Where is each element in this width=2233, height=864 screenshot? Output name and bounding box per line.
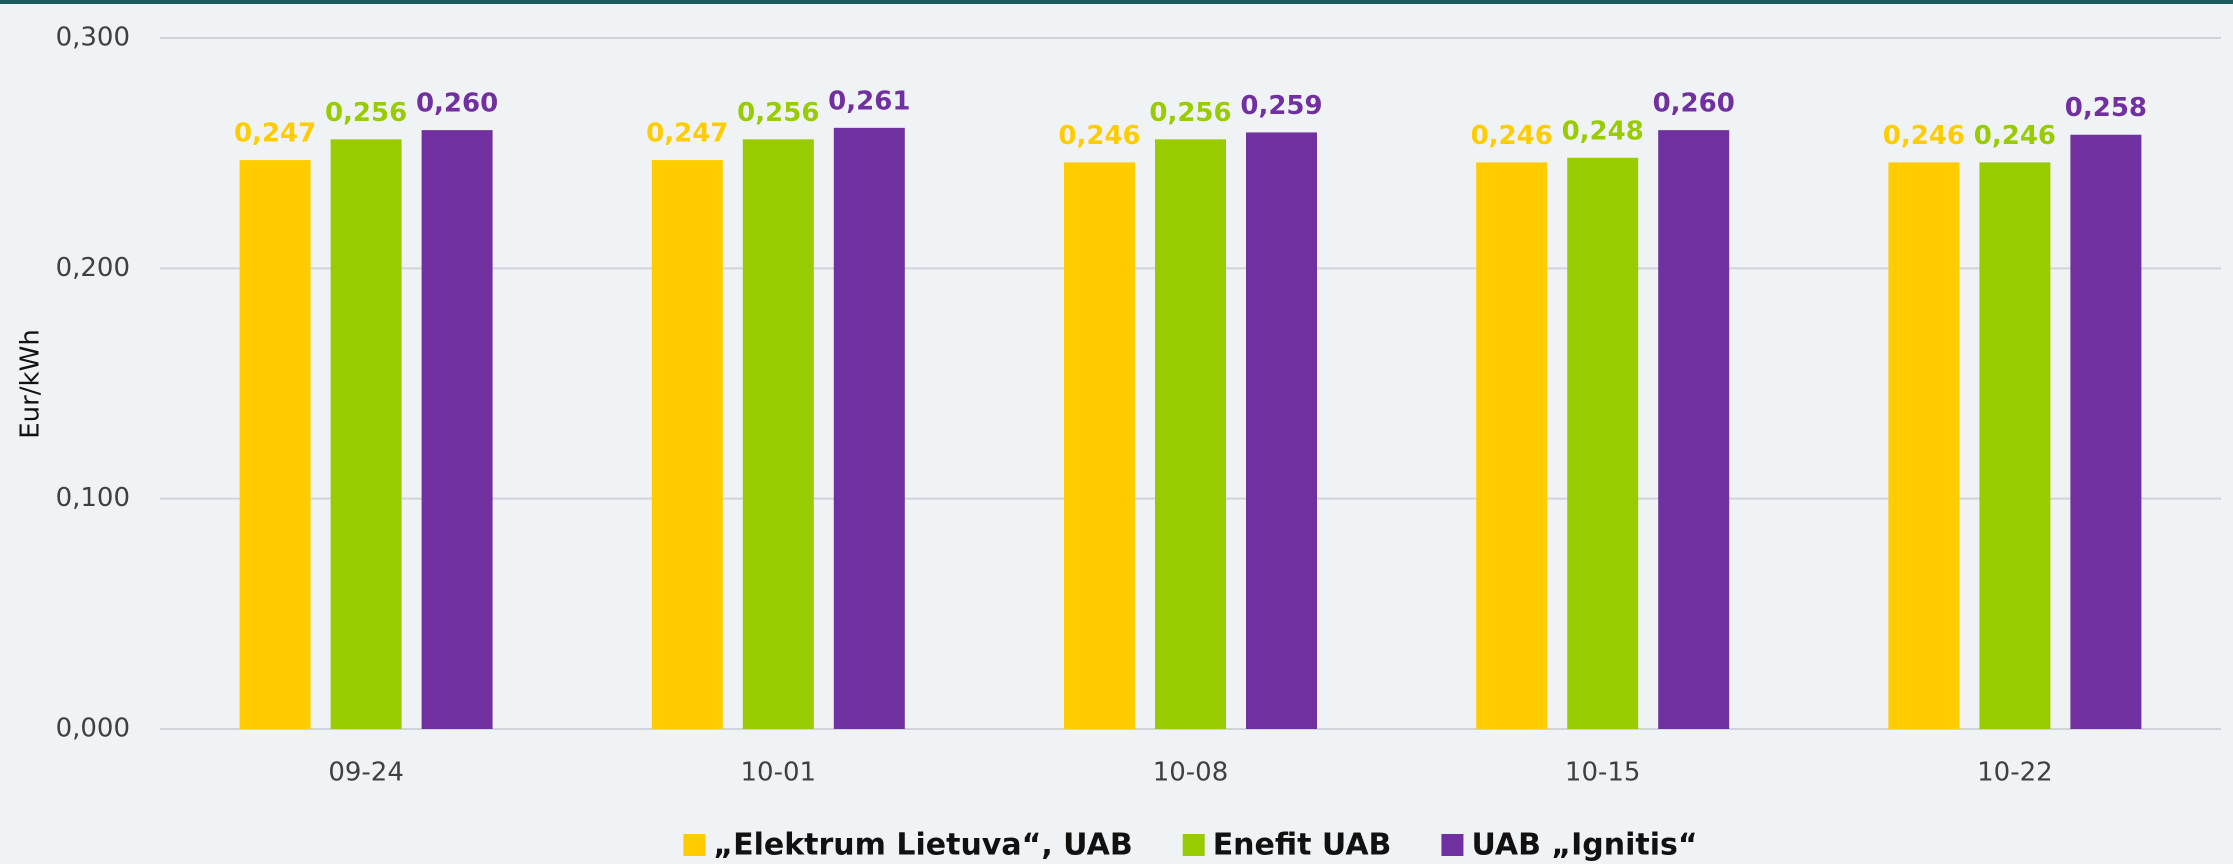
legend-swatch <box>1441 834 1464 856</box>
data-label: 0,259 <box>1240 91 1322 121</box>
legend-label: UAB „Ignitis“ <box>1471 828 1697 863</box>
data-label: 0,256 <box>737 98 819 128</box>
y-tick-label: 0,200 <box>56 253 130 283</box>
bar <box>1888 162 1960 729</box>
data-label: 0,247 <box>234 119 316 149</box>
x-tick-label: 09-24 <box>328 758 404 788</box>
legend-swatch <box>1182 834 1205 856</box>
data-label: 0,246 <box>1883 121 1965 151</box>
bar <box>2070 134 2142 730</box>
legend-label: „Elektrum Lietuva“, UAB <box>713 828 1132 863</box>
data-label: 0,246 <box>1471 121 1553 151</box>
bar <box>1658 130 1730 730</box>
bar <box>239 160 311 729</box>
data-label: 0,246 <box>1058 121 1140 151</box>
data-label: 0,247 <box>646 119 728 149</box>
legend-label: Enefit UAB <box>1213 828 1392 863</box>
x-tick-label: 10-01 <box>741 758 817 788</box>
top-border <box>0 0 2233 4</box>
data-label: 0,261 <box>828 86 910 116</box>
data-label: 0,260 <box>416 89 498 119</box>
data-label: 0,248 <box>1562 116 1644 146</box>
bar <box>1979 162 2051 729</box>
data-label: 0,246 <box>1974 121 2056 151</box>
data-label: 0,256 <box>1149 98 1231 128</box>
y-tick-label: 0,000 <box>56 714 130 744</box>
bar <box>1246 132 1317 730</box>
legend-swatch <box>683 834 706 856</box>
bar <box>742 139 814 729</box>
y-tick-label: 0,100 <box>56 483 130 513</box>
bar <box>833 127 905 729</box>
bar <box>1567 157 1639 730</box>
bar <box>1064 162 1135 729</box>
x-tick-label: 10-22 <box>1977 758 2053 788</box>
bar <box>651 160 723 729</box>
data-label: 0,258 <box>2065 93 2147 123</box>
x-tick-label: 10-08 <box>1153 758 1229 788</box>
bar <box>1155 139 1226 729</box>
y-tick-label: 0,300 <box>56 23 130 53</box>
x-tick-label: 10-15 <box>1565 758 1641 788</box>
bar <box>421 130 493 730</box>
y-axis-label: Eur/kWh <box>16 329 46 439</box>
data-label: 0,256 <box>325 98 407 128</box>
bar <box>330 139 402 729</box>
bar <box>1476 162 1548 729</box>
data-label: 0,260 <box>1653 89 1735 119</box>
